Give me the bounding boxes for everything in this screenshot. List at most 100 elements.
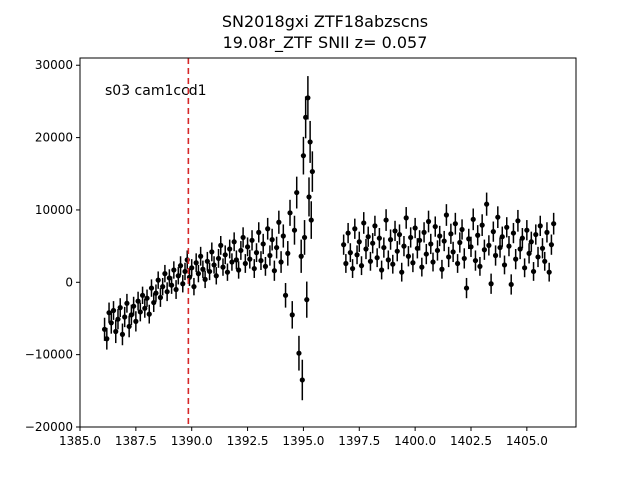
data-point — [166, 269, 172, 287]
data-point — [504, 217, 510, 238]
point-marker — [343, 260, 349, 267]
point-marker — [202, 276, 208, 282]
data-point — [470, 208, 476, 231]
point-marker — [162, 271, 168, 277]
y-tick-label: 30000 — [35, 58, 73, 72]
data-point — [146, 304, 152, 324]
data-point — [551, 212, 557, 235]
point-marker — [356, 239, 362, 245]
data-point — [343, 254, 349, 273]
point-marker — [262, 263, 269, 269]
point-marker — [358, 263, 365, 269]
point-marker — [450, 249, 456, 255]
point-marker — [224, 269, 231, 275]
data-point — [106, 302, 112, 323]
data-point — [365, 226, 371, 247]
point-marker — [390, 261, 396, 267]
point-marker — [304, 297, 310, 303]
data-point — [222, 245, 228, 265]
point-marker — [439, 266, 445, 272]
point-marker — [242, 260, 248, 267]
point-marker — [410, 260, 416, 266]
point-marker — [492, 252, 499, 259]
data-point — [155, 271, 161, 289]
data-point — [124, 293, 130, 313]
point-marker — [309, 168, 315, 175]
point-marker — [434, 247, 441, 254]
data-point — [513, 249, 519, 270]
point-marker — [294, 189, 300, 196]
data-point — [142, 298, 148, 318]
point-marker — [379, 267, 385, 273]
data-point — [499, 226, 505, 247]
data-point — [148, 279, 155, 297]
data-point — [367, 251, 374, 271]
data-point — [542, 251, 548, 271]
data-point — [303, 96, 309, 139]
data-point — [231, 232, 237, 252]
point-marker — [519, 235, 525, 241]
point-marker — [137, 309, 143, 315]
point-marker — [510, 230, 517, 236]
data-point — [153, 284, 159, 302]
point-marker — [218, 242, 224, 248]
data-point — [519, 228, 525, 249]
data-point — [265, 217, 271, 240]
data-point — [298, 239, 304, 273]
data-point — [450, 241, 456, 263]
data-point — [508, 274, 514, 295]
data-point — [238, 241, 244, 260]
point-marker — [446, 254, 452, 260]
data-point — [294, 176, 300, 209]
point-marker — [113, 328, 119, 335]
y-axis: −20000 −10000 0 10000 20000 30000 — [25, 58, 80, 434]
point-marker — [425, 218, 432, 225]
x-tick-label: 1400.0 — [394, 434, 436, 448]
point-marker — [535, 254, 541, 260]
data-point — [475, 225, 481, 246]
point-marker — [548, 242, 555, 248]
point-marker — [457, 239, 463, 246]
point-marker — [352, 226, 358, 232]
data-point — [394, 241, 400, 262]
data-point — [164, 282, 170, 302]
point-marker — [430, 259, 436, 265]
data-point — [528, 231, 534, 252]
point-marker — [171, 267, 177, 273]
point-marker — [504, 224, 510, 230]
point-marker — [253, 250, 260, 256]
point-marker — [244, 244, 251, 250]
data-point — [361, 212, 367, 234]
point-marker — [298, 253, 304, 259]
point-marker — [441, 238, 447, 244]
data-point — [301, 220, 308, 255]
point-marker — [475, 232, 481, 238]
point-marker — [396, 231, 403, 238]
data-point — [296, 335, 302, 371]
ccd-annotation: s03 cam1ccd1 — [105, 83, 207, 99]
data-point — [403, 207, 409, 229]
data-point — [434, 240, 441, 261]
data-point — [247, 249, 253, 269]
point-marker — [128, 312, 134, 318]
point-marker — [267, 252, 273, 259]
point-marker — [551, 221, 557, 227]
point-marker — [307, 139, 313, 145]
point-marker — [193, 260, 199, 266]
data-point — [354, 245, 360, 265]
point-marker — [341, 242, 347, 248]
point-marker — [459, 226, 465, 233]
data-point — [530, 262, 537, 281]
point-marker — [126, 323, 132, 330]
data-point — [206, 262, 213, 281]
data-point — [220, 258, 226, 276]
data-point — [209, 242, 215, 262]
data-point — [457, 232, 463, 253]
data-point — [289, 301, 295, 329]
data-point — [405, 246, 412, 267]
point-marker — [144, 295, 150, 301]
data-point — [430, 252, 436, 272]
data-point — [347, 243, 353, 263]
point-marker — [177, 263, 184, 269]
point-marker — [191, 284, 197, 290]
